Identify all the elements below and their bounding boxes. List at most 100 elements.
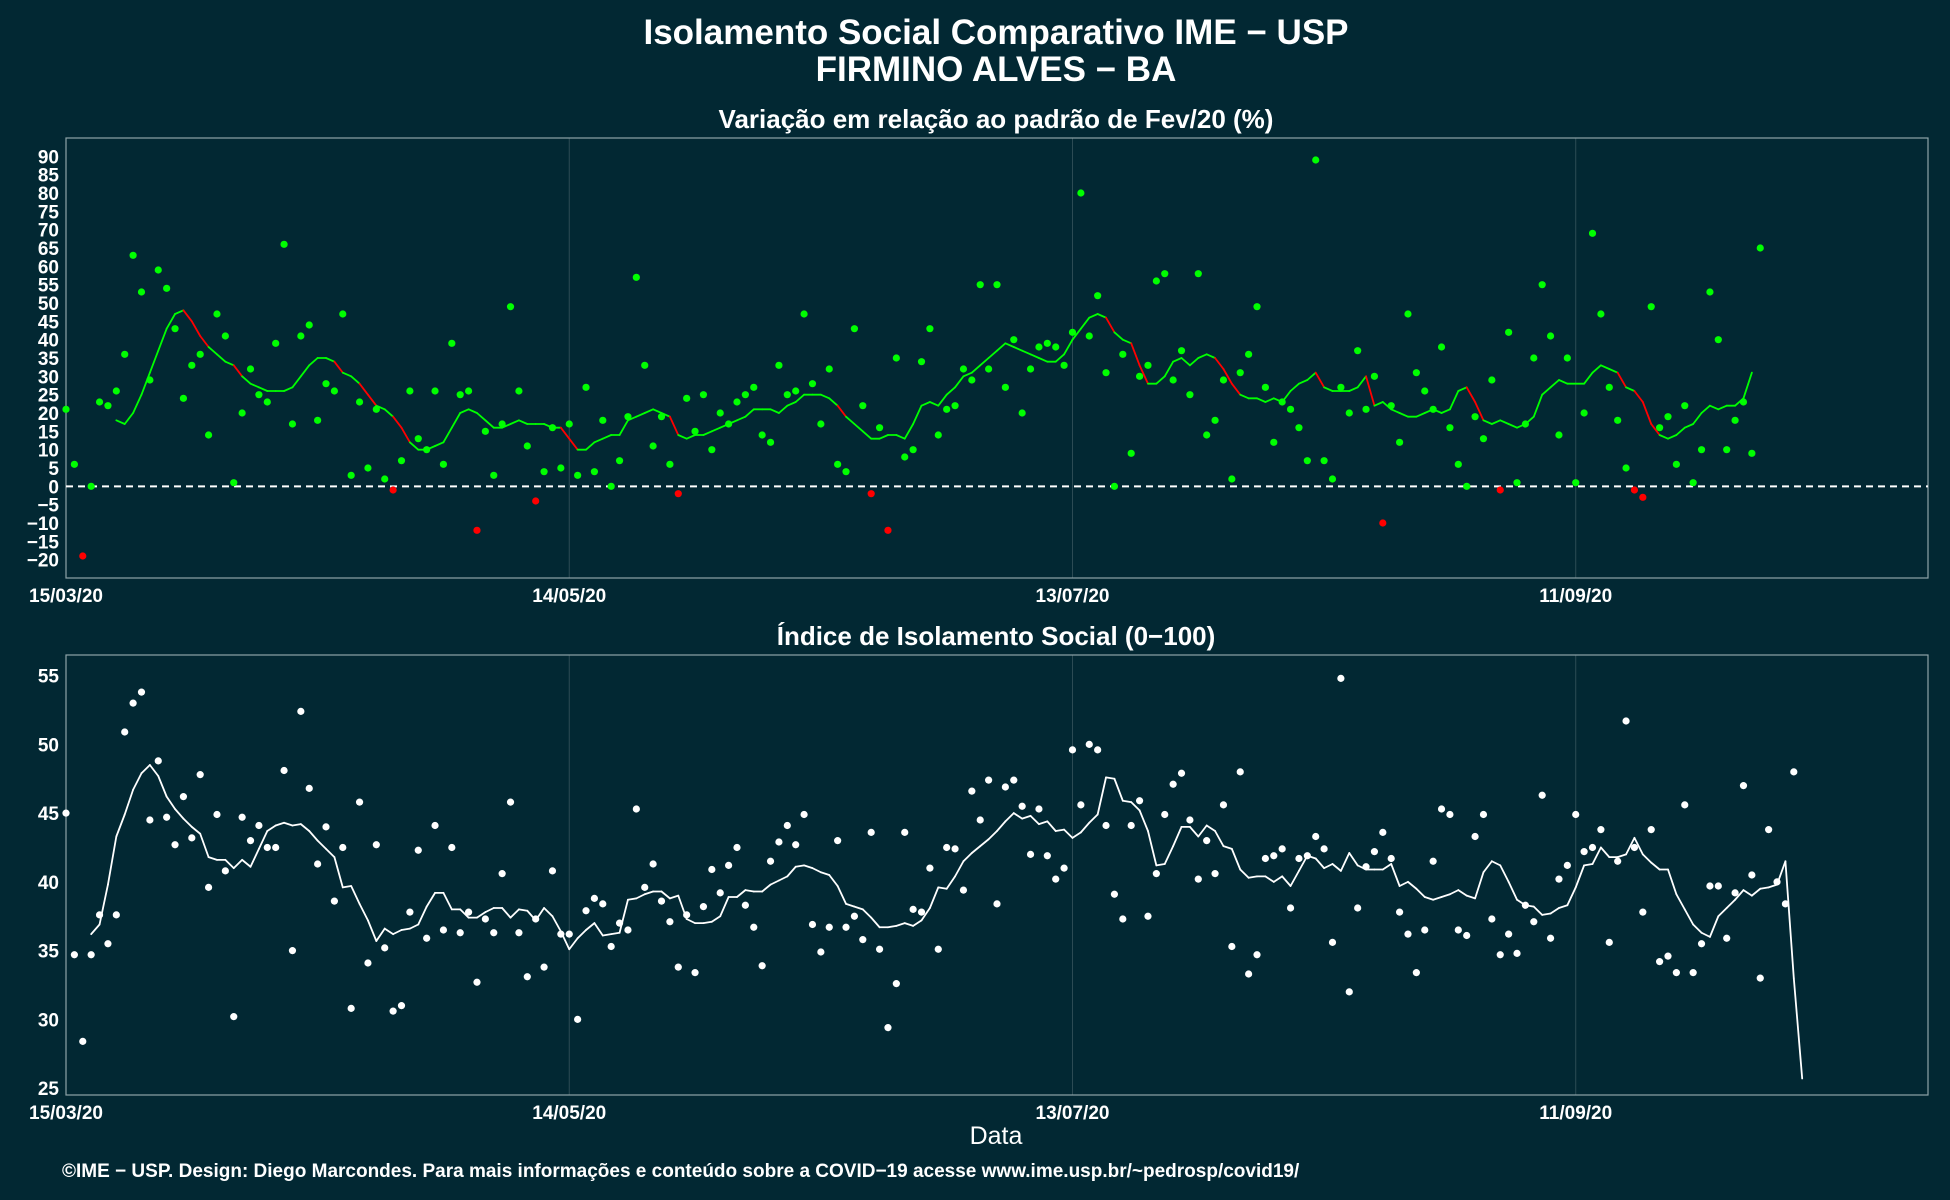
data-point	[901, 453, 909, 461]
moving-average-segment	[518, 419, 529, 425]
data-point	[1647, 826, 1655, 834]
moving-average-segment	[970, 364, 982, 374]
moving-average-segment	[996, 342, 1007, 352]
data-point	[1656, 424, 1664, 432]
data-point	[70, 460, 78, 468]
moving-average-segment	[367, 919, 378, 942]
data-point	[448, 843, 456, 852]
data-point	[884, 526, 892, 534]
data-point	[414, 846, 422, 854]
moving-average-segment	[417, 905, 428, 926]
moving-average-segment	[1700, 931, 1711, 938]
y-tick-label: 50	[38, 294, 59, 315]
moving-average-segment	[333, 856, 344, 889]
moving-average-segment	[518, 908, 529, 912]
data-point	[1488, 376, 1496, 384]
data-point	[372, 841, 380, 849]
moving-average-segment	[1289, 382, 1300, 392]
data-point	[943, 843, 951, 852]
moving-average-segment	[216, 353, 227, 363]
data-point	[632, 273, 640, 281]
data-point	[238, 409, 246, 417]
data-point	[1295, 854, 1303, 863]
y-tick-label: 45	[38, 804, 60, 825]
data-point	[766, 438, 775, 446]
moving-average-segment	[1608, 368, 1619, 374]
data-point	[314, 416, 322, 424]
variation-chart-title: Variação em relação ao padrão de Fev/20 …	[719, 104, 1274, 134]
data-point	[1714, 336, 1722, 344]
data-point	[213, 310, 221, 318]
data-point	[1354, 347, 1362, 355]
moving-average-segment	[90, 923, 101, 936]
data-point	[1765, 826, 1773, 834]
moving-average-segment	[937, 393, 948, 407]
data-point	[532, 497, 540, 505]
moving-average-segment	[710, 915, 722, 923]
data-point	[255, 821, 263, 830]
data-point	[1144, 361, 1152, 369]
data-point	[1052, 875, 1060, 883]
moving-average-segment	[1071, 831, 1082, 839]
data-point	[481, 427, 489, 435]
data-point	[288, 947, 297, 955]
data-point	[590, 468, 599, 476]
moving-average-segment	[1625, 836, 1636, 856]
moving-average-segment	[1616, 853, 1627, 859]
data-point	[179, 793, 188, 801]
data-point	[339, 310, 347, 318]
moving-average-segment	[249, 382, 260, 389]
data-point	[1035, 343, 1043, 351]
x-tick-label: 15/03/20	[29, 1103, 103, 1124]
moving-average-segment	[719, 896, 730, 918]
moving-average-segment	[803, 864, 814, 870]
y-tick-label: 25	[38, 386, 60, 407]
moving-average-segment	[987, 830, 998, 841]
data-point	[1664, 413, 1672, 421]
data-point	[1412, 369, 1420, 377]
data-point	[163, 284, 171, 292]
moving-average-segment	[476, 412, 487, 422]
data-point	[104, 940, 112, 948]
data-point	[423, 934, 431, 942]
data-point	[481, 915, 489, 923]
data-point	[817, 420, 825, 428]
y-tick-label: −5	[37, 496, 59, 517]
moving-average-segment	[165, 795, 176, 810]
data-point	[783, 821, 791, 830]
data-point	[1135, 797, 1144, 805]
data-point	[741, 391, 749, 399]
moving-average-segment	[1272, 875, 1284, 883]
data-point	[1362, 405, 1370, 413]
moving-average-segment	[786, 401, 797, 407]
moving-average-segment	[148, 764, 160, 777]
data-point	[381, 944, 389, 952]
moving-average-segment	[635, 412, 646, 418]
moving-average-segment	[979, 357, 990, 367]
moving-average-segment	[1457, 889, 1468, 897]
data-point	[347, 471, 355, 479]
moving-average-segment	[1549, 379, 1560, 389]
moving-average-segment	[920, 907, 931, 922]
moving-average-segment	[601, 434, 613, 440]
moving-average-segment	[861, 908, 873, 919]
data-point	[1697, 940, 1706, 948]
moving-average-segment	[929, 886, 940, 909]
moving-average-segment	[1415, 412, 1426, 418]
moving-average-segment	[258, 830, 269, 850]
moving-average-segment	[1130, 801, 1141, 812]
data-point	[389, 1007, 397, 1015]
moving-average-segment	[383, 408, 395, 418]
data-point	[1689, 479, 1697, 487]
data-point	[532, 915, 540, 923]
moving-average-segment	[325, 357, 336, 363]
moving-average-segment	[1197, 824, 1208, 838]
data-point	[1278, 398, 1286, 406]
data-point	[1060, 361, 1068, 369]
data-point	[884, 1024, 892, 1032]
data-point	[1521, 420, 1530, 428]
moving-average-segment	[501, 907, 512, 919]
data-point	[129, 251, 137, 259]
moving-average-segment	[1105, 776, 1116, 780]
